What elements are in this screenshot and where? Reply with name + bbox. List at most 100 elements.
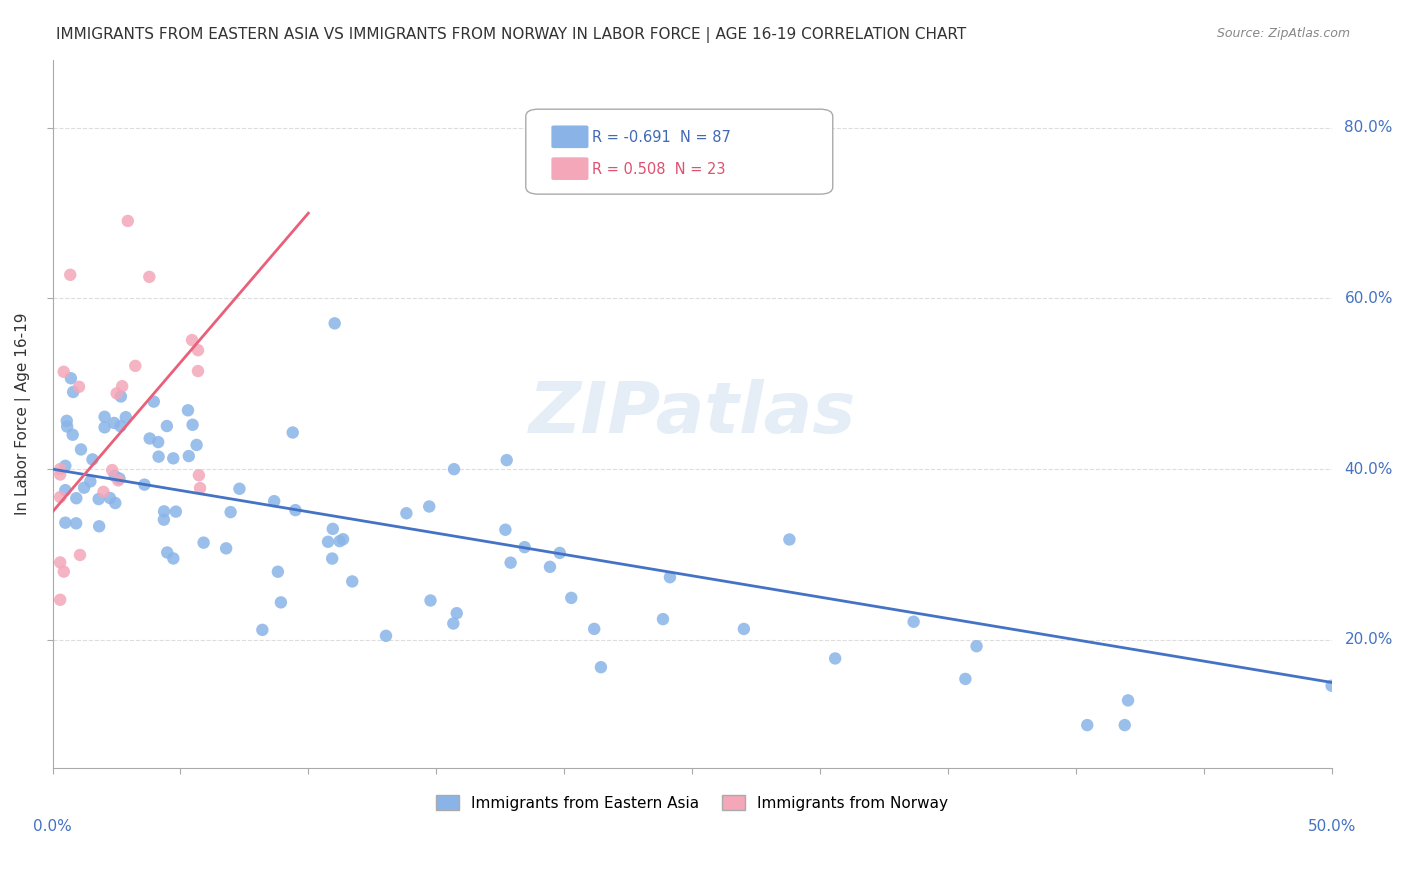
- Point: [62, 384, 84, 399]
- Point: [52, 565, 75, 579]
- Point: [263, 494, 285, 508]
- Point: [49, 592, 72, 607]
- Point: [56, 419, 79, 434]
- FancyBboxPatch shape: [551, 126, 589, 148]
- Point: [778, 533, 800, 547]
- Point: [138, 432, 160, 446]
- Point: [165, 505, 187, 519]
- Point: [441, 616, 464, 631]
- Point: [219, 505, 242, 519]
- Point: [187, 364, 209, 378]
- Point: [228, 482, 250, 496]
- Point: [252, 623, 274, 637]
- Point: [65, 516, 87, 531]
- Point: [513, 540, 536, 554]
- Point: [323, 316, 346, 330]
- Point: [79, 475, 101, 489]
- Point: [55, 414, 77, 428]
- Point: [59, 371, 82, 385]
- Point: [187, 468, 209, 483]
- Point: [966, 639, 988, 653]
- Point: [153, 504, 176, 518]
- Point: [53, 516, 76, 530]
- Point: [104, 469, 127, 483]
- Point: [65, 491, 87, 506]
- Point: [69, 548, 91, 562]
- Text: R = -0.691  N = 87: R = -0.691 N = 87: [592, 130, 731, 145]
- Point: [156, 419, 179, 434]
- Point: [53, 483, 76, 498]
- Text: 20.0%: 20.0%: [1344, 632, 1393, 648]
- Point: [107, 474, 129, 488]
- Point: [1114, 718, 1136, 732]
- Point: [589, 660, 612, 674]
- Text: R = 0.508  N = 23: R = 0.508 N = 23: [592, 161, 725, 177]
- Point: [446, 606, 468, 620]
- Point: [495, 453, 517, 467]
- Point: [494, 523, 516, 537]
- FancyBboxPatch shape: [551, 157, 589, 180]
- Point: [316, 534, 339, 549]
- Point: [82, 452, 104, 467]
- Point: [177, 449, 200, 463]
- Point: [322, 522, 344, 536]
- Point: [329, 534, 352, 549]
- Point: [49, 490, 72, 504]
- Point: [560, 591, 582, 605]
- Point: [419, 593, 441, 607]
- Point: [443, 462, 465, 476]
- Legend: Immigrants from Eastern Asia, Immigrants from Norway: Immigrants from Eastern Asia, Immigrants…: [430, 789, 955, 817]
- Point: [658, 570, 681, 584]
- Point: [903, 615, 925, 629]
- Point: [418, 500, 440, 514]
- Point: [53, 458, 76, 473]
- Point: [148, 435, 170, 450]
- Point: [267, 565, 290, 579]
- Point: [87, 492, 110, 507]
- Point: [186, 438, 208, 452]
- Point: [67, 380, 90, 394]
- Point: [1320, 679, 1343, 693]
- Text: Source: ZipAtlas.com: Source: ZipAtlas.com: [1216, 27, 1350, 40]
- Text: IMMIGRANTS FROM EASTERN ASIA VS IMMIGRANTS FROM NORWAY IN LABOR FORCE | AGE 16-1: IMMIGRANTS FROM EASTERN ASIA VS IMMIGRAN…: [56, 27, 966, 43]
- Point: [108, 471, 131, 485]
- Point: [538, 559, 561, 574]
- Point: [101, 463, 124, 477]
- Point: [110, 389, 132, 403]
- Point: [52, 365, 75, 379]
- Point: [153, 513, 176, 527]
- Point: [177, 403, 200, 417]
- Point: [49, 462, 72, 476]
- Text: 80.0%: 80.0%: [1344, 120, 1393, 136]
- Point: [395, 506, 418, 520]
- Point: [73, 481, 96, 495]
- Point: [93, 484, 115, 499]
- Point: [124, 359, 146, 373]
- Point: [270, 595, 292, 609]
- Point: [332, 533, 354, 547]
- Point: [181, 333, 204, 347]
- Point: [1076, 718, 1098, 732]
- Point: [98, 491, 121, 505]
- Point: [193, 535, 215, 549]
- Point: [62, 427, 84, 442]
- Point: [105, 386, 128, 401]
- Text: 0.0%: 0.0%: [34, 819, 72, 834]
- Point: [117, 214, 139, 228]
- Point: [1116, 693, 1139, 707]
- Point: [110, 419, 132, 434]
- Point: [49, 467, 72, 482]
- Point: [215, 541, 238, 556]
- Text: 60.0%: 60.0%: [1344, 291, 1393, 306]
- Point: [89, 519, 111, 533]
- Point: [375, 629, 398, 643]
- Point: [138, 269, 160, 284]
- Point: [284, 503, 307, 517]
- Point: [59, 268, 82, 282]
- Point: [104, 496, 127, 510]
- Point: [114, 410, 136, 425]
- Point: [70, 442, 93, 457]
- Point: [583, 622, 606, 636]
- Point: [142, 394, 165, 409]
- FancyBboxPatch shape: [526, 109, 832, 194]
